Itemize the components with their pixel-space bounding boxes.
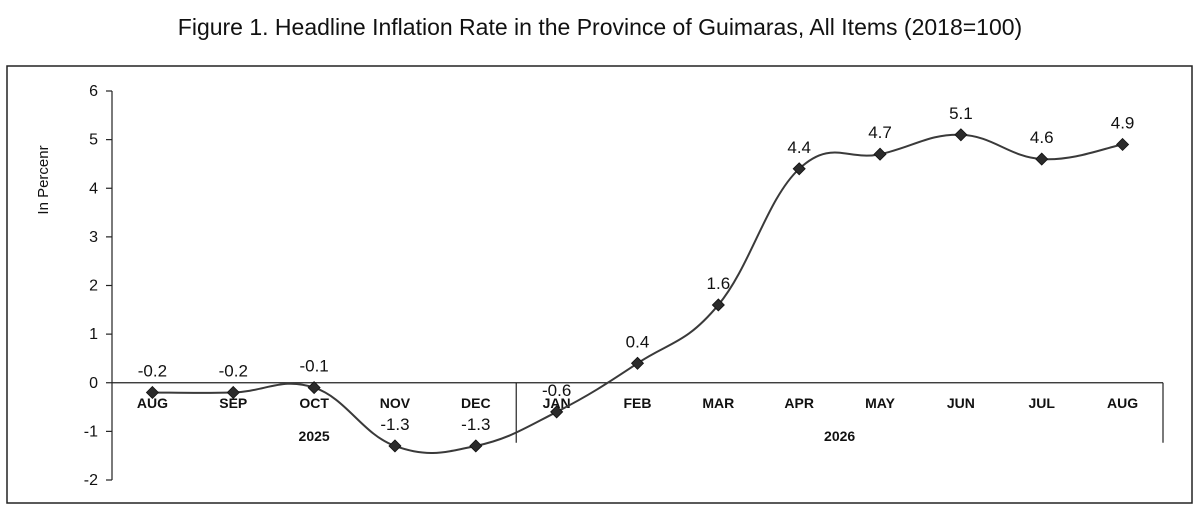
data-point-marker: [1116, 137, 1130, 152]
x-category-label: JUN: [947, 395, 975, 411]
data-label: 4.9: [1111, 113, 1135, 132]
data-label: 4.4: [787, 138, 811, 157]
data-label: -0.2: [138, 361, 167, 380]
data-point-marker: [388, 439, 402, 453]
data-labels: -0.2 -0.2 -0.1 -1.3 -1.3 -0.6 0.4 1.6 4.4 4.7 5.1 4…: [138, 104, 1135, 434]
data-point-marker: [226, 385, 240, 400]
chart-title: Figure 1. Headline Inflation Rate in the…: [177, 14, 1023, 40]
data-point-marker: [469, 439, 483, 453]
year-group-label: 2025: [299, 428, 330, 444]
y-tick-label: 0: [89, 375, 98, 392]
data-label: 0.4: [626, 332, 650, 351]
x-category-labels: AUG SEP OCT NOV DEC JAN FEB MAR APR MAY JUN JUL AUG: [137, 395, 1138, 411]
data-point-marker: [792, 162, 806, 176]
x-category-label: MAR: [702, 395, 734, 411]
data-label: -1.3: [461, 415, 490, 434]
x-category-label: OCT: [299, 395, 329, 411]
data-label: -1.3: [380, 415, 409, 434]
data-label: -0.1: [299, 357, 328, 376]
y-tick-label: 2: [89, 278, 98, 295]
data-label: 4.6: [1030, 128, 1054, 147]
x-category-label: DEC: [461, 395, 491, 411]
data-label: 4.7: [868, 123, 892, 142]
y-tick-label: 6: [89, 83, 98, 100]
x-category-label: JUL: [1029, 395, 1056, 411]
data-label: 5.1: [949, 104, 973, 123]
x-category-label: MAY: [865, 395, 895, 411]
data-label: -0.6: [542, 381, 571, 400]
y-tick-label: 5: [89, 132, 98, 149]
y-tick-label: 3: [89, 229, 98, 246]
data-markers: [145, 128, 1130, 453]
data-point-marker: [307, 381, 321, 395]
x-category-label: AUG: [137, 395, 168, 411]
data-point-marker: [550, 405, 564, 419]
data-point-marker: [1035, 152, 1049, 166]
y-tick-label: -2: [84, 472, 98, 489]
data-point-marker: [954, 128, 968, 142]
x-category-label: SEP: [219, 395, 247, 411]
x-category-label: NOV: [380, 395, 411, 411]
year-group-label: 2026: [824, 428, 855, 444]
data-label: 1.6: [707, 274, 731, 293]
data-point-marker: [630, 356, 645, 370]
x-category-label: FEB: [624, 395, 652, 411]
x-category-label: APR: [784, 395, 814, 411]
x-category-label: JAN: [543, 395, 571, 411]
y-tick-label: 1: [89, 326, 98, 343]
year-group-labels: 2025 2026: [299, 382, 855, 444]
data-point-marker: [873, 147, 887, 161]
chart-frame: [6, 65, 1193, 504]
y-axis-label: In Percenr: [35, 145, 52, 214]
data-point-marker: [145, 385, 159, 400]
y-tick-label: 4: [89, 180, 98, 197]
y-tick-labels: 6 5 4 3 2 1 0 -1 -2: [84, 83, 112, 489]
x-category-label: AUG: [1107, 395, 1138, 411]
data-label: -0.2: [219, 361, 248, 380]
data-point-marker: [711, 298, 725, 312]
y-tick-label: -1: [84, 423, 98, 440]
